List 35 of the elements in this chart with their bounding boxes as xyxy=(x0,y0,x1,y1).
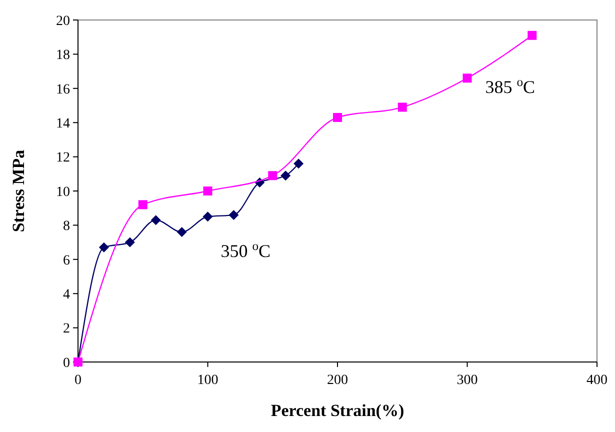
x-tick-label: 300 xyxy=(456,373,478,388)
point xyxy=(333,112,342,122)
x-tick-label: 200 xyxy=(327,373,348,388)
y-tick-label: 16 xyxy=(56,82,70,98)
y-tick-label: 2 xyxy=(63,322,70,337)
y-tick-label: 12 xyxy=(56,150,70,166)
x-axis-title: Percent Strain(%) xyxy=(270,401,404,420)
series-label: 385 $^{o}$C xyxy=(485,75,536,98)
point xyxy=(228,210,239,220)
point xyxy=(138,200,148,210)
point xyxy=(528,30,537,40)
y-tick-label: 10 xyxy=(56,184,70,200)
point xyxy=(294,158,304,169)
x-tick-label: 400 xyxy=(586,373,608,388)
y-tick-label: 20 xyxy=(56,14,70,29)
point xyxy=(176,227,187,238)
y-tick-label: 18 xyxy=(56,48,70,64)
y-tick-label: 14 xyxy=(56,116,70,132)
point xyxy=(98,242,109,252)
point xyxy=(462,74,472,83)
y-tick-label: 4 xyxy=(63,288,70,302)
point xyxy=(150,215,161,226)
point xyxy=(202,212,213,222)
point xyxy=(280,170,291,181)
y-axis-title: Stress MPa xyxy=(9,149,28,232)
point xyxy=(398,102,407,112)
point xyxy=(268,171,278,180)
y-tick-label: 0 xyxy=(63,356,70,371)
point xyxy=(203,186,212,196)
x-tick-label: 0 xyxy=(74,373,82,388)
y-tick-label: 6 xyxy=(63,253,70,268)
x-tick-label: 100 xyxy=(197,373,218,388)
point xyxy=(124,237,135,248)
series-label: 350 $^{o}$C xyxy=(220,238,271,261)
y-tick-label: 8 xyxy=(63,219,70,234)
